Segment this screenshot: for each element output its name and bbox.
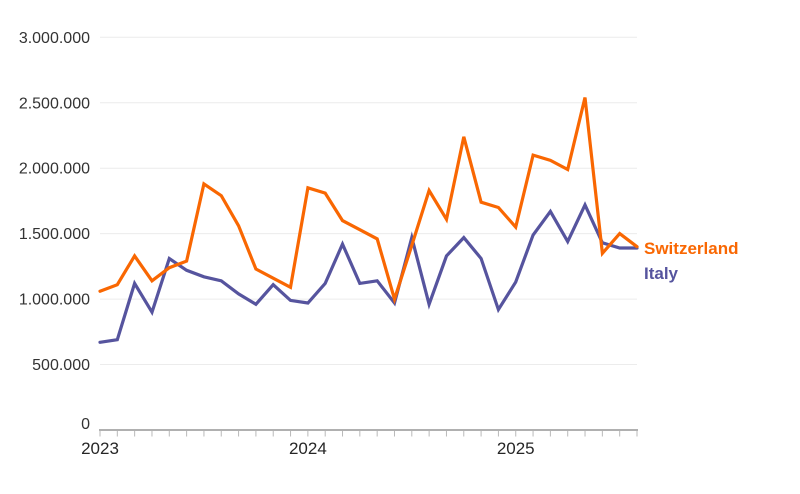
series-line-switzerland (98, 97, 639, 305)
x-axis-year-label: 2025 (497, 439, 535, 458)
y-axis-tick-label: 0 (81, 416, 90, 433)
x-axis-year-label: 2023 (81, 439, 119, 458)
series-label-switzerland: Switzerland (644, 239, 739, 258)
y-axis-tick-label: 1.500.000 (19, 226, 90, 243)
x-axis-year-label: 2024 (289, 439, 327, 458)
series-label-italy: Italy (644, 264, 679, 283)
y-axis-tick-label: 2.000.000 (19, 161, 90, 178)
series-line-italy (98, 201, 639, 344)
y-axis-labels: 3.000.000 2.500.000 2.000.000 1.500.000 1.00… (19, 30, 90, 433)
y-axis-tick-label: 1.000.000 (19, 292, 90, 309)
y-axis-tick-label: 3.000.000 (19, 30, 90, 47)
series-lines (98, 97, 639, 344)
y-axis-tick-label: 2.500.000 (19, 95, 90, 112)
y-axis-tick-label: 500.000 (32, 357, 90, 374)
gridlines (100, 36, 637, 366)
x-axis (99, 429, 638, 437)
x-axis-labels: 2023 2024 2025 (81, 439, 535, 458)
